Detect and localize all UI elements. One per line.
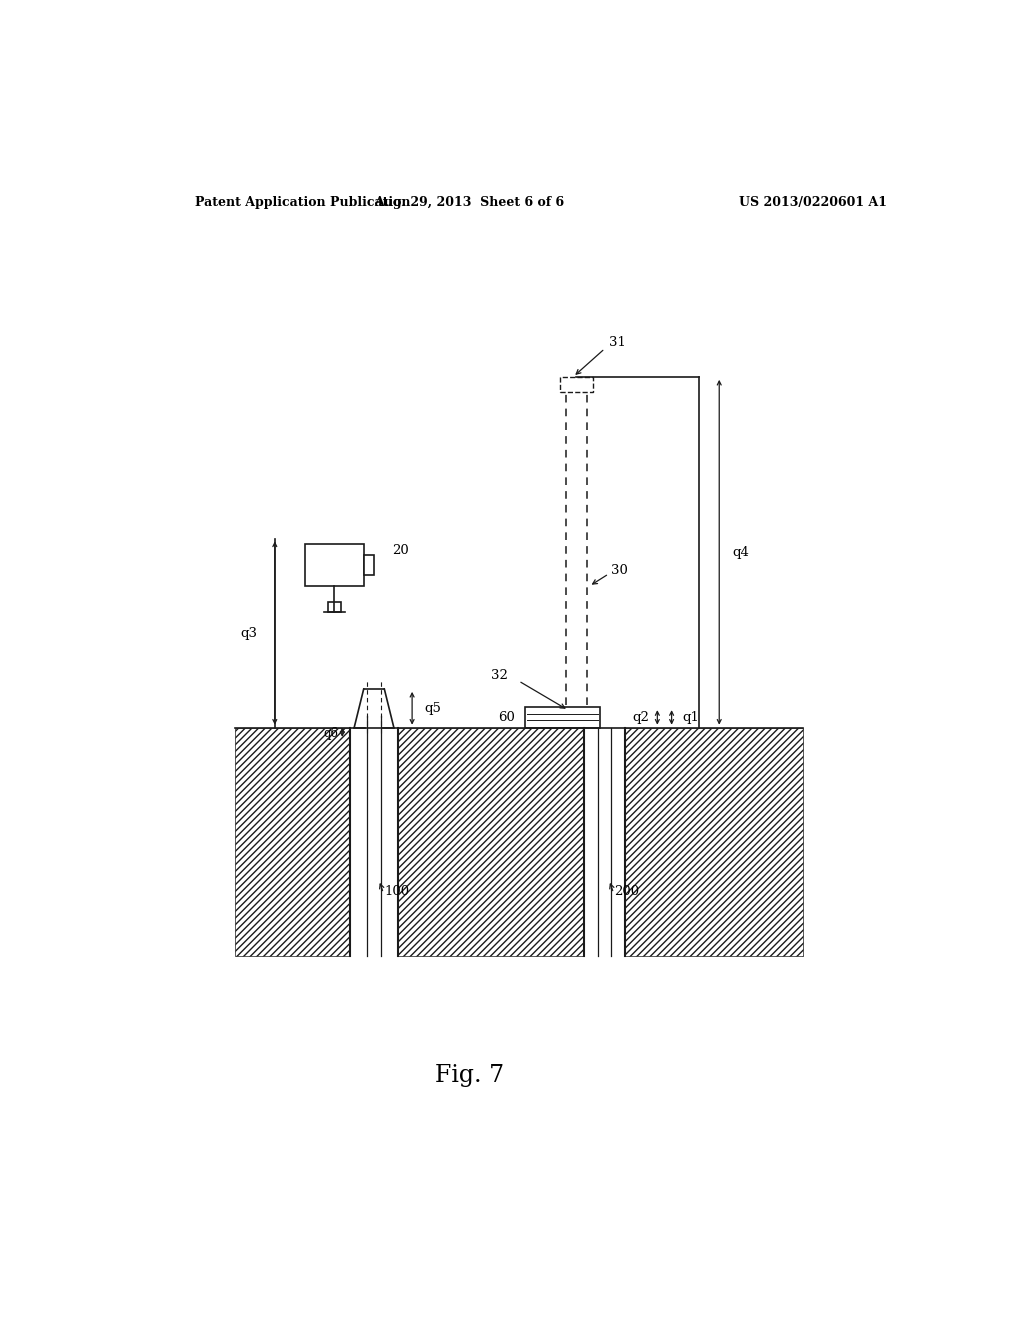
Text: q1: q1 [682, 711, 698, 723]
Text: 30: 30 [610, 564, 628, 577]
Text: 31: 31 [609, 337, 626, 350]
Text: 32: 32 [490, 669, 508, 682]
Bar [328, 602, 341, 611]
Text: 60: 60 [499, 711, 515, 723]
Bar [365, 554, 375, 576]
Text: q3: q3 [241, 627, 257, 640]
Bar [397, 727, 584, 956]
Text: q2: q2 [633, 711, 649, 723]
Text: 200: 200 [614, 886, 640, 899]
Text: q4: q4 [732, 545, 749, 558]
Bar [304, 544, 365, 586]
Bar [560, 378, 593, 392]
Text: Patent Application Publication: Patent Application Publication [196, 195, 411, 209]
Text: 100: 100 [384, 886, 410, 899]
Text: US 2013/0220601 A1: US 2013/0220601 A1 [739, 195, 887, 209]
Bar [236, 727, 350, 956]
Text: Aug. 29, 2013  Sheet 6 of 6: Aug. 29, 2013 Sheet 6 of 6 [374, 195, 564, 209]
Text: 20: 20 [392, 544, 409, 557]
Text: q5: q5 [425, 702, 441, 714]
Text: Fig. 7: Fig. 7 [434, 1064, 504, 1086]
Text: q6: q6 [324, 727, 338, 741]
Bar [625, 727, 803, 956]
Bar [524, 708, 600, 727]
